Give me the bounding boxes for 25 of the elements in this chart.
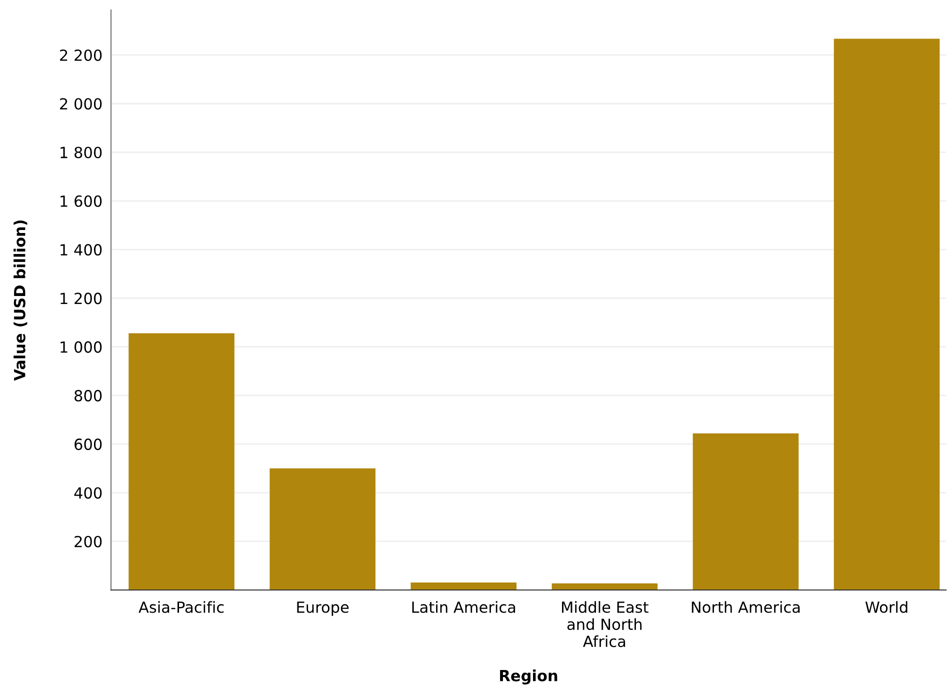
y-tick-label: 1 600 bbox=[60, 195, 102, 207]
y-tick-label: 800 bbox=[74, 390, 102, 402]
bar bbox=[552, 583, 658, 590]
y-tick-label: 1 200 bbox=[60, 292, 102, 304]
x-tick-label: Middle East and North Africa bbox=[562, 601, 648, 648]
x-tick-label: Latin America bbox=[412, 601, 516, 613]
x-tick-label: World bbox=[865, 601, 908, 613]
x-tick-label: Asia-Pacific bbox=[138, 601, 224, 613]
y-tick-label: 2 000 bbox=[60, 98, 102, 110]
y-axis-title: Value (USD billion) bbox=[14, 220, 28, 381]
y-tick-label: 600 bbox=[74, 438, 102, 450]
y-tick-label: 1 400 bbox=[60, 244, 102, 256]
x-axis-title: Region bbox=[500, 670, 558, 684]
bar bbox=[410, 582, 517, 590]
y-tick-label: 1 000 bbox=[60, 341, 102, 353]
y-tick-label: 2 200 bbox=[60, 49, 102, 62]
bar bbox=[128, 333, 234, 590]
bar bbox=[692, 433, 799, 590]
y-tick-label: 1 800 bbox=[60, 146, 102, 158]
x-tick-label: Europe bbox=[297, 602, 349, 616]
y-tick-label: 400 bbox=[74, 487, 102, 499]
bar bbox=[834, 38, 940, 590]
x-tick-label: North America bbox=[692, 601, 800, 613]
y-tick-label: 200 bbox=[74, 536, 102, 548]
bar bbox=[270, 468, 376, 590]
